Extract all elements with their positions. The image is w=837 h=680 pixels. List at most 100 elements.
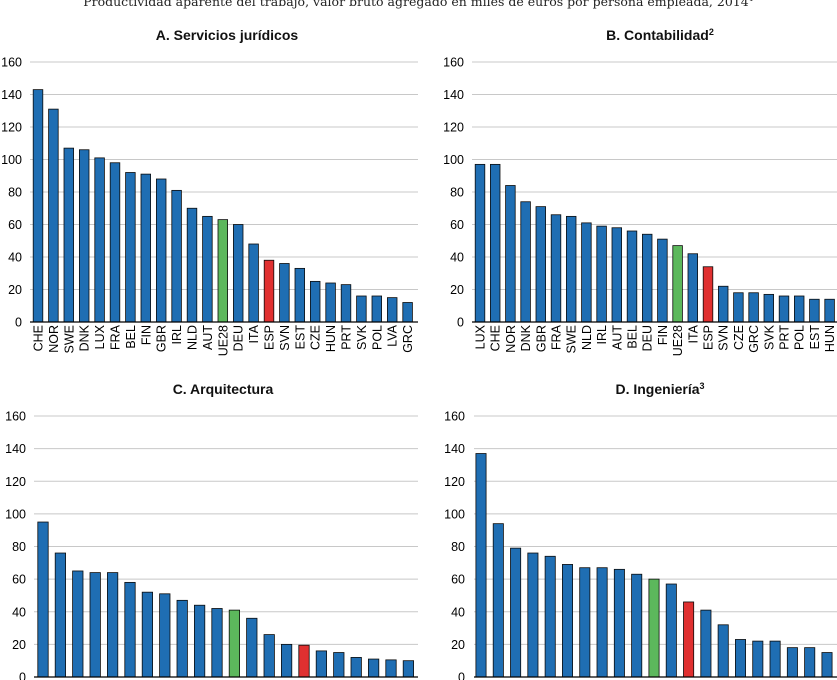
panel-b-bar-fin (657, 238, 668, 323)
panel-a-xtick-cze: CZE (309, 325, 323, 350)
panel-d-bar (579, 567, 591, 678)
panel-c-bar (333, 652, 345, 678)
panel-b-bar-ue28 (672, 245, 683, 323)
panel-b-ytick: 80 (450, 186, 464, 200)
panel-c-ytick: 120 (5, 475, 26, 489)
panel-b-xtick-ita: ITA (686, 324, 700, 343)
figure-header: Productividad aparente del trabajo, valo… (0, 0, 837, 14)
panel-b-bar-irl (596, 225, 607, 323)
panel-b-bar-est (809, 298, 820, 323)
panel-c-bar (89, 572, 101, 678)
panel-d-bar (475, 453, 487, 678)
panel-a-xtick-hun: HUN (324, 325, 338, 352)
panel-b-xtick-est: EST (808, 325, 822, 350)
panel-b-ytick: 20 (450, 283, 464, 297)
panel-b-bar-ita (687, 253, 699, 323)
panel-d: D. Ingeniería3 0 20 40 60 80 100 120 140 160 (444, 381, 837, 680)
panel-b-title: B. Contabilidad2 (606, 27, 714, 43)
panel-a-xtick-fra: FRA (109, 324, 123, 350)
panel-b-xtick-svn: SVN (717, 325, 731, 351)
panel-d-bar (752, 640, 764, 678)
panel-c-bar (280, 643, 293, 678)
panel-b-bar-deu (642, 233, 653, 323)
panel-a-xtick-lux: LUX (93, 324, 107, 349)
panel-c-bar (350, 657, 362, 678)
panel-d-ytick: 100 (444, 507, 465, 521)
panel-d-ytick: 160 (444, 410, 465, 424)
panel-a-bar-bel (125, 172, 136, 323)
panel-c-bar (298, 644, 310, 678)
panel-c-bar (141, 591, 153, 678)
panel-a-bar-ita (248, 243, 259, 323)
panel-a-bar-svk (356, 295, 367, 323)
panel-c-bar (228, 609, 240, 678)
panel-b-bar-nld (581, 222, 592, 323)
panel-b-bar-aut (611, 227, 623, 323)
panel-a-xtick-prt: PRT (340, 325, 354, 350)
panel-d-ytick: 40 (451, 605, 465, 619)
panel-b-bar-svk (763, 293, 775, 323)
panel-b-bar-nor (505, 185, 516, 323)
panel-a-bar-prt (340, 284, 352, 323)
panel-d-ytick: 20 (451, 638, 465, 652)
panel-d-bar (648, 578, 660, 678)
panel-c-ytick: 100 (5, 507, 26, 521)
panel-c-ytick: 60 (12, 573, 26, 587)
panel-a-ytick: 120 (1, 121, 22, 135)
panel-a-bar-nld (186, 207, 198, 323)
panel-c-title: C. Arquitectura (173, 381, 274, 397)
panel-b-xtick-che: CHE (489, 325, 503, 351)
panel-a-bar-gbr (155, 178, 167, 323)
panel-c-bar (159, 593, 171, 678)
panel-a-xtick-lva: LVA (386, 324, 400, 346)
panel-b-ytick: 40 (450, 251, 464, 265)
panel-c-bar (402, 660, 415, 678)
panel-a-bar-irl (171, 189, 182, 323)
panel-a-bar-aut (202, 215, 213, 323)
panel-b-xtick-swe: SWE (565, 325, 579, 353)
panel-a-ytick: 100 (1, 153, 22, 167)
panel-a-ytick: 60 (8, 218, 22, 232)
panel-c-bar (37, 521, 49, 678)
panel-b-bar-gbr (535, 206, 547, 323)
panel-b-xtick-irl: IRL (595, 325, 609, 345)
panel-a-xtick-ita: ITA (247, 324, 261, 343)
panel-d-bar (527, 552, 539, 678)
panel-d-bar (683, 601, 695, 678)
panel-b-ytick: 120 (443, 121, 464, 135)
panel-a-xtick-svk: SVK (355, 324, 369, 350)
panel-c-bar (263, 634, 275, 678)
panel-c-ytick: 40 (12, 605, 26, 619)
panel-a-ytick: 140 (1, 88, 22, 102)
panel-a-xtick-nor: NOR (47, 325, 61, 353)
panel-c-ytick: 0 (19, 671, 26, 680)
panel-b-xtick-ue28: UE28 (671, 325, 685, 356)
panel-a-bar-fra (109, 162, 121, 323)
panel-b-xtick-gbr: GBR (534, 325, 548, 352)
panel-d-bar (804, 647, 816, 678)
panel-a-bar-grc (402, 302, 413, 323)
panel-b-xtick-nor: NOR (504, 325, 518, 353)
panel-a-xtick-swe: SWE (62, 325, 76, 353)
panel-b-ytick: 140 (443, 88, 464, 102)
panel-b-xtick-prt: PRT (778, 325, 792, 350)
panel-a-xtick-svn: SVN (278, 325, 292, 351)
panel-b-xtick-fra: FRA (550, 324, 564, 350)
panel-a-ytick: 40 (8, 251, 22, 265)
panel-d-bar (821, 652, 833, 678)
panel-b-ytick: 0 (457, 316, 464, 330)
panel-d-bar (786, 647, 798, 678)
panel-a-xtick-esp: ESP (263, 325, 277, 350)
panel-d-ytick: 60 (451, 573, 465, 587)
panel-c-bar (176, 599, 188, 678)
panel-a-title: A. Servicios jurídicos (156, 27, 299, 43)
panel-d-bar (596, 567, 608, 678)
figure-header-text: Productividad aparente del trabajo, valo… (83, 0, 749, 10)
panel-d-ytick: 80 (451, 540, 465, 554)
panel-a-ytick: 20 (8, 283, 22, 297)
panel-a-bar-est (294, 267, 306, 323)
figure-header-note: 1 (749, 0, 754, 3)
panel-b-xtick-svk: SVK (762, 324, 776, 350)
panel-a-xtick-che: CHE (32, 325, 46, 351)
panel-a-ytick: 160 (1, 56, 22, 70)
